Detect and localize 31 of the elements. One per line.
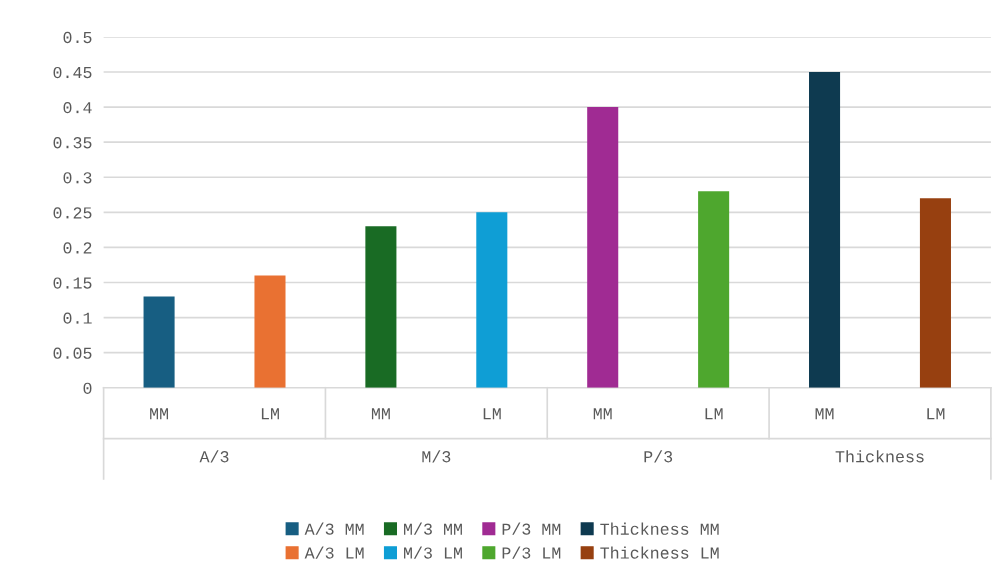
legend-label: A/3 MM [304,522,364,535]
y-tick-label: 0.1 [63,312,92,324]
x-tick-label: MM [593,408,612,420]
x-tick-label: MM [371,408,390,420]
x-tick-label: LM [705,408,723,420]
text: M/3 [422,450,451,463]
y-tick-label: 0 [83,382,92,394]
legend-label: P/3 LM [502,546,561,559]
y-tick-label: 0.45 [53,66,92,79]
legend-label: M/3 MM [404,522,462,535]
legend-label: M/3 LM [404,546,462,559]
y-tick-label: 0.3 [63,172,92,184]
legend-label: P/3 MM [502,522,561,535]
legend-label: A/3 LM [304,546,364,559]
text: Thickness [835,450,924,463]
y-tick-label: 0.2 [63,242,92,254]
legend-label: Thickness LM [600,546,719,559]
text: A/3 [199,450,229,463]
x-tick-label: LM [483,408,501,420]
y-tick-label: 0.35 [53,137,92,149]
y-tick-label: 0.25 [53,207,92,219]
x-tick-label: LM [261,408,279,420]
text: P/3 [644,450,673,463]
y-tick-label: 0.05 [53,347,92,359]
y-tick-label: 0.5 [63,31,92,44]
x-tick-label: MM [150,408,169,420]
y-tick-label: 0.4 [63,101,92,114]
legend-label: Thickness MM [600,522,719,535]
x-tick-label: LM [927,408,945,420]
y-tick-label: 0.15 [53,277,92,289]
x-tick-label: MM [815,408,834,420]
